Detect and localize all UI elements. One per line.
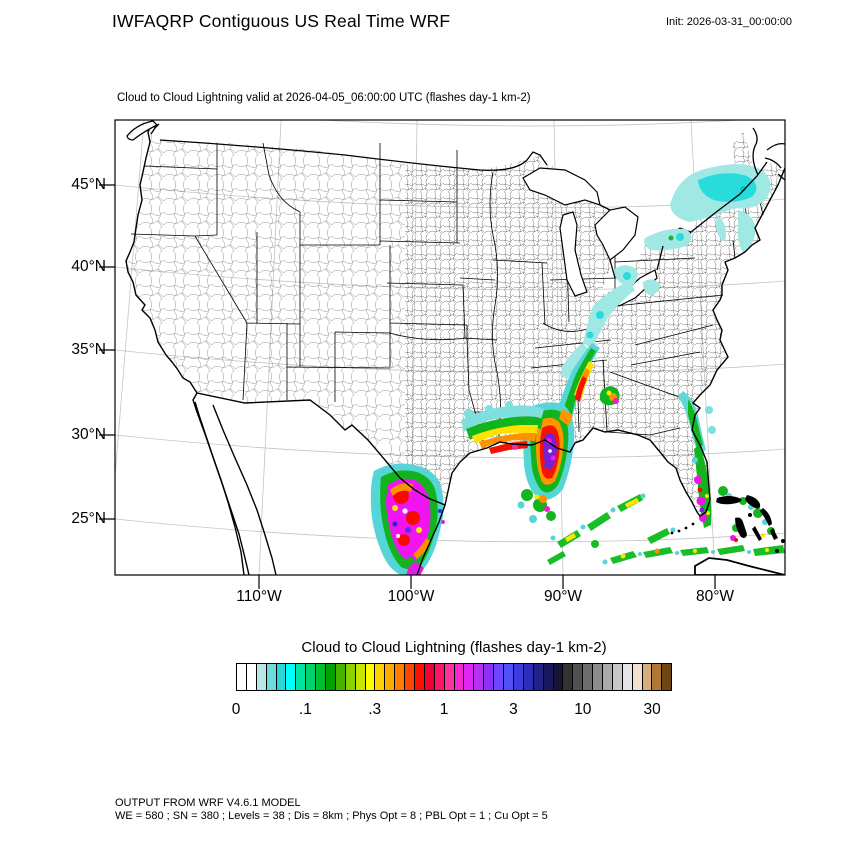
- colorbar-tick-label: 3: [509, 701, 518, 718]
- florida-keys: [670, 522, 695, 535]
- bahamas-islands: [716, 495, 785, 553]
- cuba: [694, 557, 785, 575]
- colorbar-cell: [375, 664, 386, 690]
- colorbar-cell: [444, 664, 455, 690]
- colorbar-cell: [573, 664, 584, 690]
- colorbar-cell: [306, 664, 317, 690]
- lat-tick-label: 40°N: [71, 258, 106, 275]
- colorbar-cell: [642, 664, 653, 690]
- colorbar-cell: [266, 664, 277, 690]
- colorbar-cell: [237, 664, 247, 690]
- colorbar-cell: [335, 664, 346, 690]
- colorbar-cell: [662, 664, 672, 690]
- lon-tick-label: 80°W: [695, 588, 735, 605]
- colorbar-cell: [405, 664, 416, 690]
- colorbar-cell: [543, 664, 554, 690]
- colorbar-cell: [246, 664, 257, 690]
- colorbar-cell: [484, 664, 495, 690]
- colorbar-cell: [523, 664, 534, 690]
- lat-tick-label: 30°N: [71, 426, 106, 443]
- colorbar-tick-label: .3: [368, 701, 382, 718]
- colorbar-cell: [316, 664, 327, 690]
- lon-tick-label: 110°W: [236, 588, 282, 605]
- coastline: [125, 120, 785, 517]
- colorbar-cell: [632, 664, 643, 690]
- footer-model-line: OUTPUT FROM WRF V4.6.1 MODEL: [115, 797, 301, 809]
- colorbar-cell: [553, 664, 564, 690]
- colorbar-cell: [474, 664, 485, 690]
- colorbar-cell: [513, 664, 524, 690]
- colorbar-tick-label: .1: [298, 701, 312, 718]
- colorbar-cell: [464, 664, 475, 690]
- map-frame: [114, 119, 786, 576]
- colorbar-tick-label: 10: [574, 701, 592, 718]
- colorbar-tick-label: 1: [439, 701, 449, 718]
- vancouver-island: [126, 120, 159, 141]
- colorbar-cell: [563, 664, 574, 690]
- colorbar-cell: [276, 664, 287, 690]
- colorbar-cell: [494, 664, 505, 690]
- colorbar-cell: [622, 664, 633, 690]
- colorbar-cell: [504, 664, 514, 690]
- colorbar-cell: [395, 664, 406, 690]
- footer-config-line: WE = 580 ; SN = 380 ; Levels = 38 ; Dis …: [115, 810, 548, 822]
- lon-tick-label: 100°W: [387, 588, 435, 605]
- colorbar-cell: [286, 664, 297, 690]
- colorbar-cell: [454, 664, 465, 690]
- colorbar-cell: [583, 664, 594, 690]
- colorbar-tick-label: 30: [643, 701, 661, 718]
- init-timestamp: Init: 2026-03-31_00:00:00: [666, 16, 792, 28]
- axis-ticks: [99, 184, 716, 589]
- mexico-coast: [192, 392, 446, 575]
- colorbar-cell: [326, 664, 336, 690]
- map-subtitle: Cloud to Cloud Lightning valid at 2026-0…: [117, 92, 531, 104]
- model-info: OUTPUT FROM WRF V4.6.1 MODEL WE = 580 ; …: [115, 797, 548, 823]
- colorbar-cell: [345, 664, 356, 690]
- colorbar-title: Cloud to Cloud Lightning (flashes day-1 …: [301, 639, 607, 656]
- lat-tick-label: 35°N: [71, 341, 106, 358]
- colorbar-cell: [256, 664, 267, 690]
- lon-tick-label: 90°W: [543, 588, 583, 605]
- colorbar-cell: [424, 664, 435, 690]
- colorbar-cell: [652, 664, 663, 690]
- colorbar-cell: [533, 664, 544, 690]
- colorbar-cell: [593, 664, 603, 690]
- colorbar-cell: [612, 664, 623, 690]
- colorbar-cell: [602, 664, 613, 690]
- colorbar-cell: [415, 664, 425, 690]
- colorbar-cell: [355, 664, 366, 690]
- colorbar-cell: [296, 664, 307, 690]
- canada-border: [150, 120, 785, 279]
- colorbar-cell: [385, 664, 396, 690]
- colorbar-cell: [434, 664, 445, 690]
- lat-tick-label: 45°N: [71, 176, 106, 193]
- colorbar: [236, 663, 672, 691]
- page-title: IWFAQRP Contiguous US Real Time WRF: [112, 11, 451, 31]
- us-map: [99, 119, 786, 589]
- lightning-overlay: [370, 164, 785, 575]
- colorbar-cell: [365, 664, 376, 690]
- colorbar-tick-label: 0: [231, 701, 241, 718]
- lat-tick-label: 25°N: [71, 510, 106, 527]
